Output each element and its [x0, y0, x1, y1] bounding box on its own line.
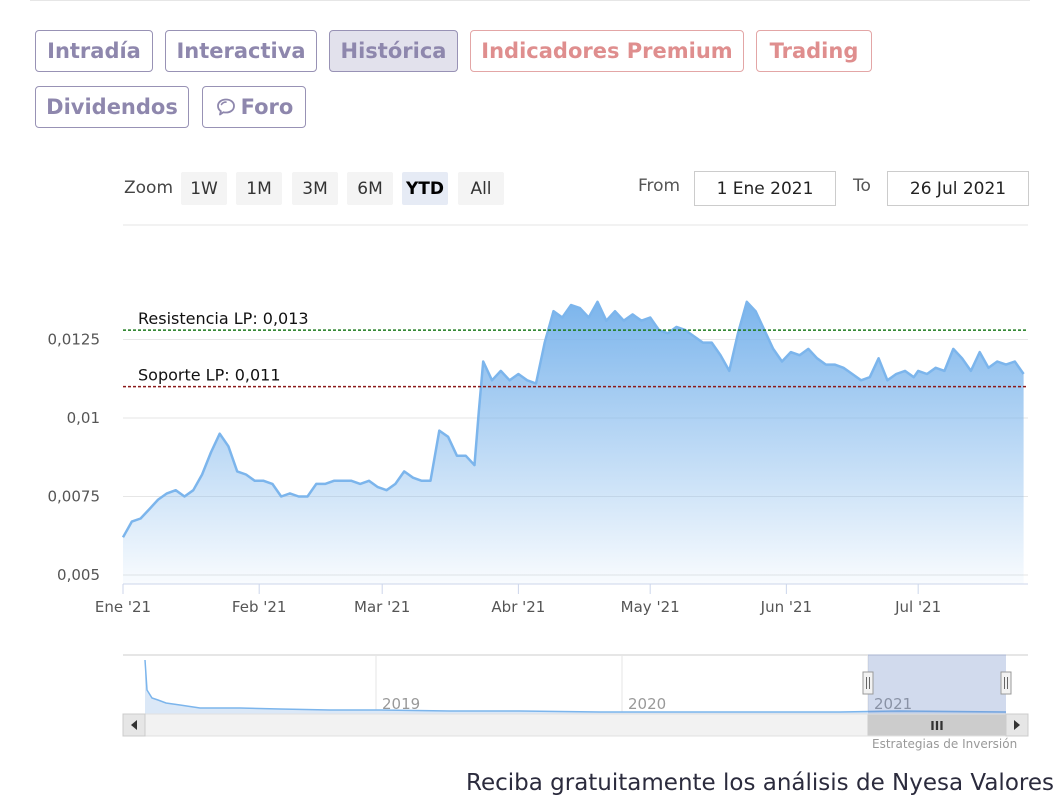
zoom-label: Zoom [124, 178, 174, 198]
navigator-selection [868, 655, 1006, 714]
from-label: From [638, 176, 681, 196]
navigator-handle [862, 671, 874, 695]
annotation-label: Soporte LP: 0,011 [138, 366, 281, 385]
zoom-1m-button[interactable]: 1M [236, 172, 282, 205]
scroll-left-arrow-icon [131, 720, 137, 730]
x-tick-label: Abr '21 [491, 598, 545, 616]
tab-label: Interactiva [176, 39, 306, 63]
from-date-input[interactable]: 1 Ene 2021 [694, 171, 836, 206]
navigator-handle [1000, 671, 1012, 695]
tab-historica[interactable]: Histórica [329, 30, 458, 72]
navigator-line [144, 659, 1007, 713]
tab-label: Foro [240, 95, 294, 119]
zoom-all-button[interactable]: All [458, 172, 504, 205]
navigator-year-label: 2020 [628, 695, 666, 713]
tab-trading[interactable]: Trading [756, 30, 872, 72]
scrollbar-grip: III [930, 719, 943, 733]
plot-area [121, 300, 1025, 584]
tab-indicadores-premium[interactable]: Indicadores Premium [470, 30, 744, 72]
x-axis: Ene '21 Feb '21 Mar '21 Abr '21 May '21 Jun '… [95, 583, 1028, 616]
y-tick-label: 0,0125 [48, 331, 101, 349]
zoom-ytd-button[interactable]: YTD [402, 172, 448, 205]
chat-bubble-icon [216, 98, 235, 116]
annotation-lines: Resistencia LP: 0,013 Soporte LP: 0,011 [123, 309, 1028, 388]
tab-label: Dividendos [46, 95, 178, 119]
tab-label: Intradía [47, 39, 141, 63]
x-tick-label: Ene '21 [95, 598, 151, 616]
zoom-3m-button[interactable]: 3M [292, 172, 338, 205]
scroll-right-arrow-icon [1014, 720, 1020, 730]
tab-intradia[interactable]: Intradía [35, 30, 153, 72]
tab-label: Histórica [340, 39, 447, 63]
to-label: To [853, 176, 871, 196]
top-divider [30, 0, 1030, 7]
price-area [123, 301, 1024, 584]
tab-label: Indicadores Premium [481, 39, 733, 63]
x-tick-label: Mar '21 [354, 598, 410, 616]
navigator: 2019 2020 2021 III [122, 654, 1029, 737]
zoom-6m-button[interactable]: 6M [347, 172, 393, 205]
x-tick-label: May '21 [621, 598, 680, 616]
annotation-label: Resistencia LP: 0,013 [138, 309, 309, 328]
navigator-year-label: 2019 [382, 695, 420, 713]
zoom-1w-button[interactable]: 1W [181, 172, 227, 205]
footer-cta[interactable]: Reciba gratuitamente los análisis de Nye… [466, 770, 1054, 796]
y-tick-label: 0,01 [67, 409, 100, 427]
tab-dividendos[interactable]: Dividendos [35, 86, 189, 128]
chart-credit-link[interactable]: Estrategias de Inversión [872, 737, 1018, 751]
x-tick-label: Feb '21 [232, 598, 287, 616]
price-line [121, 300, 1025, 538]
scrollbar-thumb [867, 714, 1007, 736]
y-axis-labels: 0,005 0,0075 0,01 0,0125 [48, 331, 101, 585]
tab-label: Trading [769, 39, 859, 63]
y-tick-label: 0,005 [57, 566, 100, 584]
y-tick-label: 0,0075 [48, 488, 101, 506]
to-date-input[interactable]: 26 Jul 2021 [887, 171, 1029, 206]
tab-interactiva[interactable]: Interactiva [165, 30, 317, 72]
x-tick-label: Jun '21 [760, 598, 812, 616]
x-tick-label: Jul '21 [894, 598, 941, 616]
tab-foro[interactable]: Foro [202, 86, 306, 128]
navigator-year-label: 2021 [874, 695, 912, 713]
